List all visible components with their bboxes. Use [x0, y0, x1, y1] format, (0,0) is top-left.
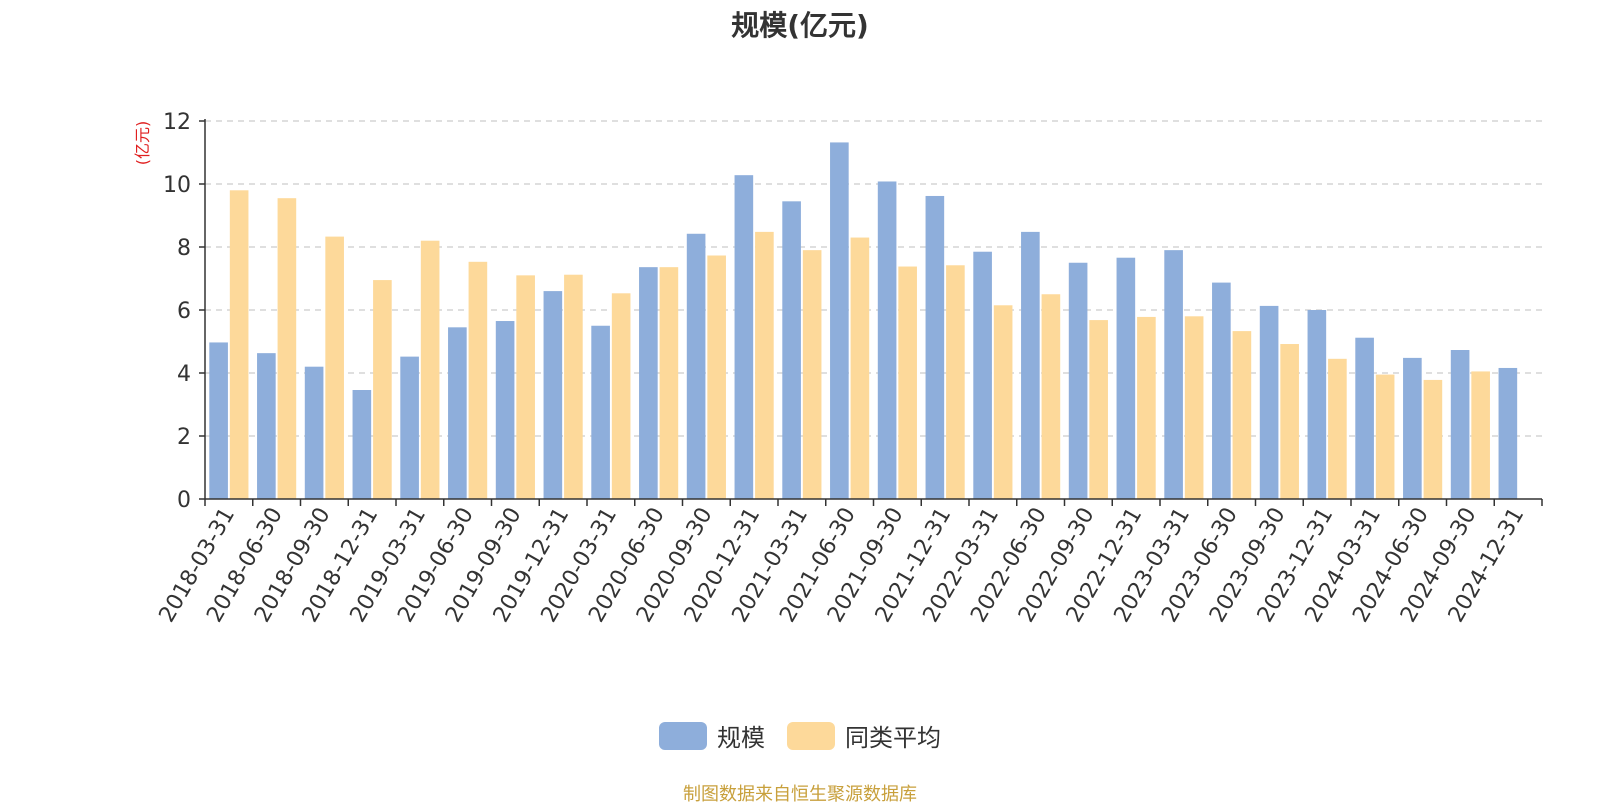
- bar-peer-average[interactable]: [707, 255, 726, 499]
- y-tick-label: 10: [163, 173, 191, 198]
- bar-scale[interactable]: [352, 390, 372, 499]
- bar-scale[interactable]: [686, 233, 706, 499]
- y-tick-label: 12: [163, 110, 191, 135]
- bar-peer-average[interactable]: [1184, 316, 1204, 499]
- bar-scale[interactable]: [734, 175, 754, 499]
- y-tick-label: 8: [177, 236, 191, 261]
- bar-scale[interactable]: [543, 291, 563, 499]
- bar-peer-average[interactable]: [277, 198, 297, 500]
- bar-peer-average[interactable]: [1375, 374, 1395, 499]
- bar-peer-average[interactable]: [1137, 316, 1156, 499]
- bar-peer-average[interactable]: [468, 261, 488, 499]
- bar-scale[interactable]: [782, 201, 801, 499]
- y-tick-label: 4: [177, 362, 191, 387]
- bar-scale[interactable]: [1116, 257, 1136, 499]
- data-source-note: 制图数据来自恒生聚源数据库: [683, 784, 917, 805]
- bar-peer-average[interactable]: [1041, 294, 1061, 499]
- bar-peer-average[interactable]: [659, 267, 679, 499]
- y-axis-unit-label: (亿元): [133, 121, 152, 166]
- bar-scale[interactable]: [1164, 250, 1183, 499]
- bar-peer-average[interactable]: [1280, 344, 1299, 499]
- bar-peer-average[interactable]: [755, 231, 774, 499]
- y-tick-label: 0: [177, 488, 191, 513]
- bar-scale[interactable]: [591, 325, 610, 499]
- bar-scale[interactable]: [973, 251, 992, 499]
- bar-peer-average[interactable]: [611, 293, 631, 499]
- legend-swatch-peer-average: [787, 721, 835, 750]
- bar-scale[interactable]: [639, 267, 658, 499]
- bar-peer-average[interactable]: [420, 240, 440, 499]
- bar-peer-average[interactable]: [229, 190, 249, 500]
- bar-peer-average[interactable]: [946, 265, 965, 499]
- bar-scale[interactable]: [209, 342, 228, 499]
- bar-scale[interactable]: [257, 353, 276, 499]
- legend-label-peer-average: 同类平均: [845, 724, 941, 752]
- bar-scale[interactable]: [1021, 231, 1040, 499]
- bars: [209, 142, 1518, 500]
- bar-scale[interactable]: [1403, 357, 1422, 499]
- bar-peer-average[interactable]: [373, 280, 392, 499]
- bar-scale[interactable]: [1068, 262, 1088, 499]
- legend-swatch-scale: [659, 721, 707, 750]
- bar-peer-average[interactable]: [1471, 371, 1490, 499]
- y-tick-label: 2: [177, 425, 191, 450]
- y-tick-label: 6: [177, 299, 191, 324]
- bar-scale[interactable]: [830, 142, 849, 500]
- bar-peer-average[interactable]: [325, 236, 344, 500]
- bar-scale[interactable]: [1355, 337, 1374, 499]
- bar-scale[interactable]: [1498, 367, 1518, 499]
- legend: 规模 同类平均: [0, 718, 1600, 753]
- chart-title: 规模(亿元): [731, 9, 869, 42]
- bar-peer-average[interactable]: [1232, 331, 1252, 499]
- bar-scale[interactable]: [495, 321, 515, 499]
- legend-label-scale: 规模: [717, 724, 765, 752]
- bar-scale[interactable]: [925, 195, 945, 499]
- bar-scale[interactable]: [1450, 350, 1470, 499]
- bar-scale[interactable]: [877, 181, 897, 500]
- bar-peer-average[interactable]: [993, 305, 1013, 499]
- bar-peer-average[interactable]: [850, 237, 870, 500]
- bar-peer-average[interactable]: [564, 274, 583, 499]
- bar-scale[interactable]: [1259, 305, 1279, 499]
- bar-scale[interactable]: [1212, 282, 1231, 499]
- bar-peer-average[interactable]: [1328, 358, 1347, 499]
- bar-peer-average[interactable]: [898, 266, 917, 499]
- bar-peer-average[interactable]: [802, 250, 822, 499]
- bar-scale[interactable]: [448, 327, 467, 499]
- bar-scale[interactable]: [304, 366, 324, 499]
- legend-item-scale[interactable]: 规模: [659, 718, 765, 753]
- legend-item-peer-average[interactable]: 同类平均: [787, 718, 941, 753]
- bar-scale[interactable]: [1307, 310, 1327, 499]
- bar-peer-average[interactable]: [1089, 320, 1108, 499]
- bar-peer-average[interactable]: [516, 275, 535, 499]
- bar-peer-average[interactable]: [1423, 379, 1443, 499]
- bar-scale[interactable]: [400, 356, 419, 499]
